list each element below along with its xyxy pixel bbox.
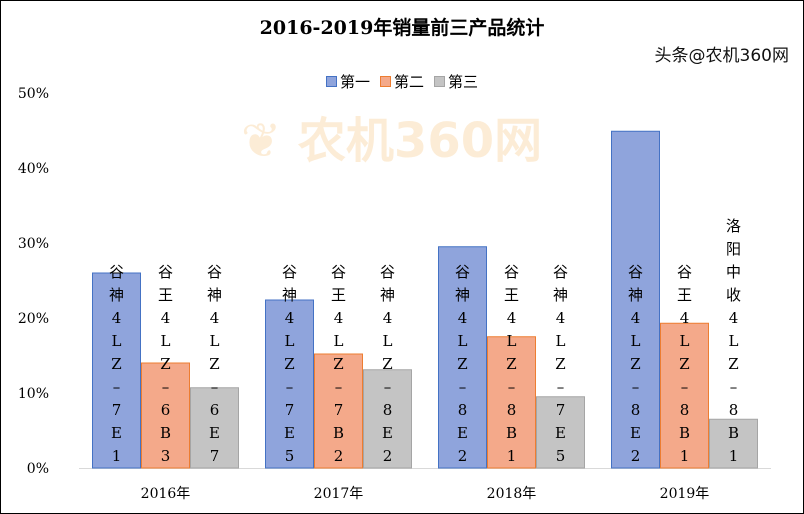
data-label: 谷神 4 L Z –6 E 7 [207,263,222,465]
bar [536,396,585,469]
data-label: 谷神 4 L Z –8 E 2 [380,263,395,465]
bar [611,130,660,469]
legend-swatch [434,76,445,87]
data-label: 谷王 4 L Z –6 B 3 [158,263,173,465]
bar [314,353,363,469]
x-tick-label: 2017年 [314,486,364,502]
data-label: 谷神 4 L Z –8 E 2 [455,263,470,465]
data-label: 谷神 4 L Z –7 E 5 [282,263,297,465]
legend-label: 第一 [339,73,370,91]
legend-swatch [379,76,391,87]
bar [438,246,487,469]
bar [92,272,141,469]
y-tick-label: 40% [18,161,49,177]
bar [190,387,239,469]
legend-item: 第一 [325,71,370,92]
data-label: 谷神 4 L Z –8 E 2 [628,263,643,465]
bar [265,299,314,469]
bar [141,362,190,469]
footer-credit: 头条@农机360网 [654,46,789,66]
data-label: 谷王 4 L Z –7 B 2 [331,263,346,465]
data-label: 洛阳中收 4 L Z –8 B 1 [726,217,741,465]
legend-swatch [325,76,337,87]
legend-label: 第二 [393,73,424,91]
bar [660,322,709,469]
y-tick-label: 20% [18,311,49,327]
data-label: 谷王 4 L Z –8 B 1 [504,263,519,465]
x-tick-label: 2019年 [660,486,710,502]
y-tick-label: 50% [18,86,49,102]
chart-title: 2016-2019年销量前三产品统计 [259,17,545,39]
y-tick-label: 30% [18,236,49,252]
x-tick-label: 2018年 [487,486,537,502]
watermark: ❦ 农机360网 [241,113,543,169]
y-tick-label: 0% [27,461,49,477]
x-tick-label: 2016年 [141,486,191,502]
legend-item: 第三 [434,71,478,92]
data-label: 谷王 4 L Z –8 B 1 [677,263,692,465]
legend-label: 第三 [448,73,479,91]
y-tick-label: 10% [18,386,49,402]
bar [709,418,758,469]
data-label: 谷神 4 L Z –7 E 1 [109,263,124,465]
bar [487,336,536,469]
bar [363,369,412,469]
legend: 第一 第二 第三 [1,71,803,92]
data-label: 谷神 4 L Z –7 E 5 [553,263,568,465]
legend-item: 第二 [379,71,424,92]
